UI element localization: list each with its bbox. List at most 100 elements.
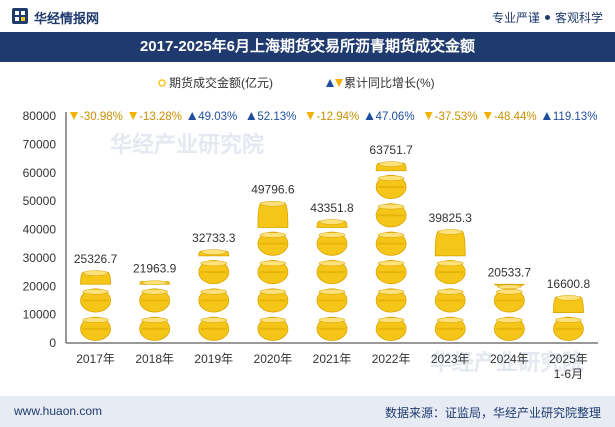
watermark-text: 华经产业研究院	[430, 350, 584, 375]
coin-stack-band	[378, 214, 405, 217]
bar	[139, 280, 171, 341]
coin-stack-rim	[259, 317, 287, 323]
legend-down-triangle-icon	[335, 79, 343, 87]
bar-value-label: 20533.7	[488, 266, 532, 280]
coin-stack-rim	[201, 249, 227, 255]
coin-stack-rim	[259, 260, 287, 267]
x-tick-label: 2020年	[254, 352, 293, 366]
coin-stack-band	[437, 299, 464, 302]
coin-stack-band	[378, 242, 405, 245]
y-tick-label: 70000	[23, 137, 57, 151]
bar-value-label: 63751.7	[369, 143, 413, 157]
bar	[257, 200, 289, 341]
coin-stack-band	[82, 299, 109, 302]
x-tick-label: 2019年	[194, 352, 233, 366]
bar-value-label: 43351.8	[310, 201, 354, 215]
x-tick-label: 2025年	[549, 352, 588, 366]
growth-rate-label: 52.13%	[257, 111, 296, 123]
growth-rate-label: -37.53%	[435, 111, 478, 123]
coin-stack-rim	[436, 288, 464, 295]
coin-stack-rim	[437, 229, 463, 235]
y-tick-label: 40000	[23, 223, 57, 237]
coin-stack-rim	[141, 288, 168, 295]
coin-stack-band	[141, 299, 168, 302]
y-tick-label: 30000	[23, 251, 57, 265]
coin-stack-band	[378, 271, 405, 274]
growth-rate-label: 49.03%	[198, 111, 237, 123]
coin-stack-rim	[259, 232, 287, 238]
x-tick-label: 2022年	[372, 352, 411, 366]
y-tick-label: 60000	[23, 166, 57, 180]
x-tick-label: 2023年	[431, 352, 470, 366]
coin-stack-band	[200, 299, 227, 302]
growth-rate-label: -30.98%	[80, 111, 123, 123]
coin-stack-rim	[377, 232, 405, 238]
coin-stack-band	[82, 327, 109, 330]
slogan-left: 专业严谨	[491, 11, 540, 25]
coin-stack-band	[200, 271, 227, 274]
coin-stack-rim	[200, 260, 228, 267]
coin-stack-band	[319, 299, 345, 302]
growth-rate-label: -13.28%	[139, 111, 182, 123]
growth-rate-label: -48.44%	[494, 111, 537, 123]
coin-stack-rim	[318, 260, 346, 267]
bar-value-label: 49796.6	[251, 183, 295, 197]
coin-stack-band	[319, 327, 345, 330]
y-tick-label: 80000	[23, 109, 57, 123]
footer-website: www.huaon.com	[14, 404, 103, 418]
down-triangle-icon	[424, 112, 433, 120]
coin-stack-rim	[497, 284, 522, 289]
coin-stack-rim	[200, 288, 228, 295]
footer-bar: www.huaon.com 数据来源：证监局，华经产业研究院整理	[0, 396, 615, 427]
slogan-dot-icon	[544, 15, 550, 21]
growth-rate-label: -12.94%	[316, 111, 359, 123]
x-tick-label: 2018年	[135, 352, 174, 366]
coin-stack-band	[555, 327, 582, 330]
y-tick-label: 20000	[23, 279, 57, 293]
slogan-right: 客观科学	[554, 11, 603, 25]
bar	[80, 270, 111, 341]
coin-stack-band	[259, 242, 286, 245]
coin-stack-rim	[496, 288, 523, 295]
coin-stack-rim	[377, 288, 405, 295]
coin-stack-rim	[318, 317, 346, 323]
coin-stack-rim	[260, 200, 286, 207]
coin-stack-band	[437, 327, 464, 330]
x-tick-label: 2024年	[490, 352, 529, 366]
coin-stack-band	[496, 299, 523, 302]
bar	[198, 249, 230, 341]
coin-stack-band	[378, 185, 405, 188]
bar	[493, 283, 525, 341]
bar-value-label: 16600.8	[547, 277, 591, 291]
x-tick-label: 2017年	[76, 352, 115, 366]
coin-stack-rim	[555, 317, 582, 323]
brand-logo-icon	[12, 8, 28, 24]
coin-stack-rim	[200, 317, 228, 323]
up-triangle-icon	[188, 112, 197, 120]
up-triangle-icon	[365, 112, 374, 120]
bar	[375, 161, 407, 341]
bar-value-label: 21963.9	[133, 262, 177, 276]
bar-value-label: 39825.3	[429, 211, 473, 225]
coin-stack-rim	[83, 270, 108, 276]
down-triangle-icon	[70, 112, 78, 120]
bar-value-label: 32733.3	[192, 231, 236, 245]
coin-stack-band	[437, 271, 464, 274]
coin-stack-rim	[142, 280, 167, 285]
coin-stack-rim	[496, 317, 523, 323]
coin-stack-rim	[259, 288, 287, 295]
coin-stack-band	[319, 271, 345, 274]
coin-stack-rim	[556, 295, 581, 301]
bar	[316, 219, 348, 341]
legend-label: 累计同比增长(%)	[344, 76, 435, 90]
coin-stack-rim	[436, 317, 464, 323]
coin-stack-rim	[377, 317, 405, 323]
down-triangle-icon	[483, 112, 492, 120]
coin-stack-rim	[378, 161, 404, 167]
brand-name: 华经情报网	[34, 11, 100, 26]
coin-stack-rim	[377, 175, 405, 182]
coin-stack-band	[259, 327, 286, 330]
coin-stack-rim	[377, 260, 405, 267]
top-bar: 华经情报网 专业严谨 客观科学	[0, 0, 615, 32]
y-tick-label: 0	[49, 336, 56, 350]
